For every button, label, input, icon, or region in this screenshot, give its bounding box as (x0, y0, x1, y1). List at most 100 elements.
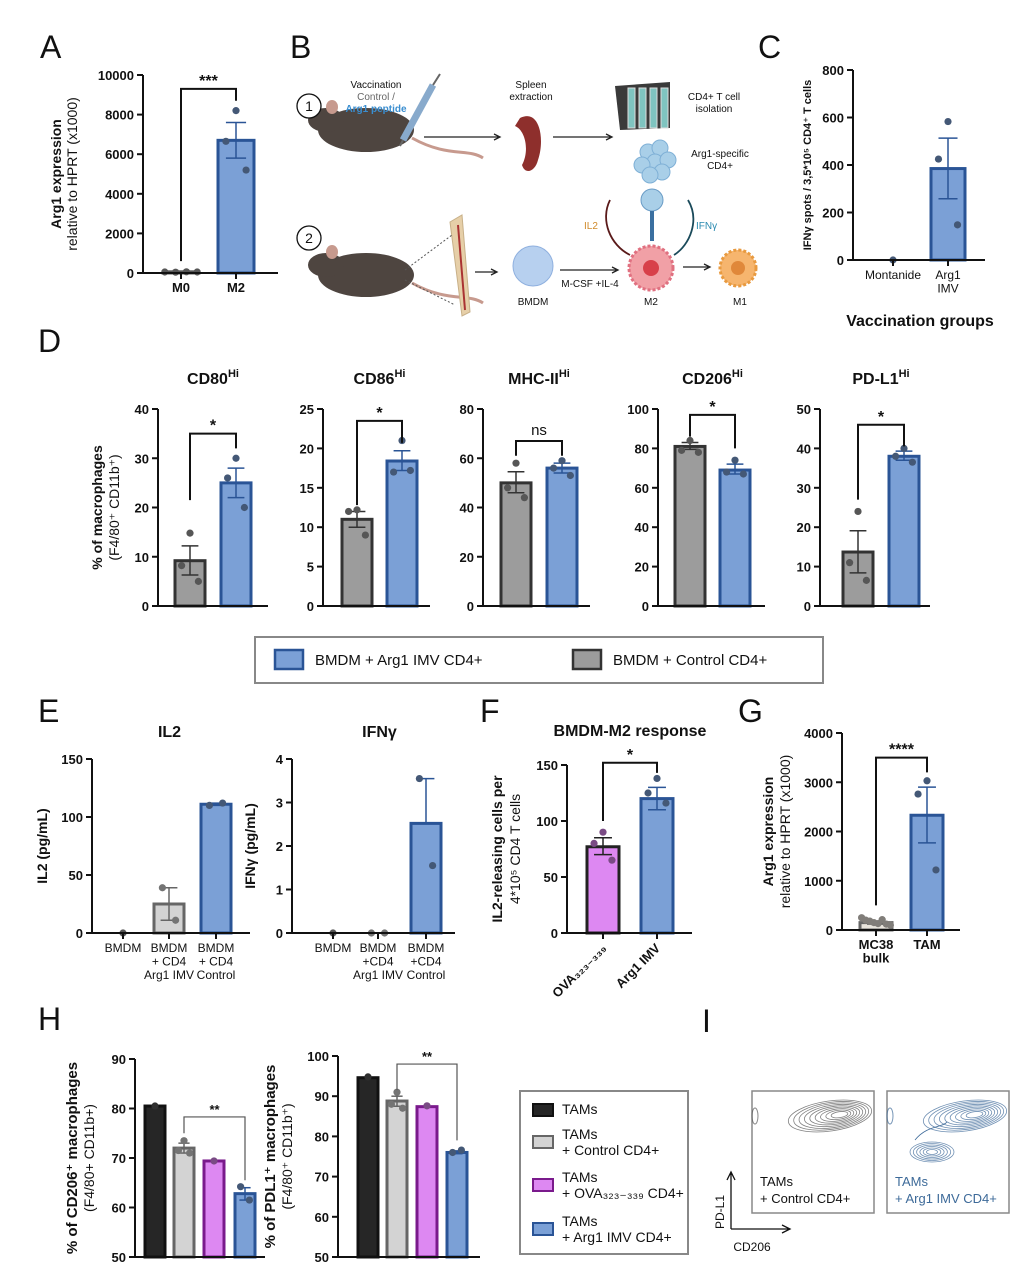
data-point (399, 1104, 407, 1112)
x-tick-label: Control (407, 968, 446, 982)
data-point (934, 155, 943, 163)
chart-title: CD80Hi (187, 368, 239, 388)
significance-bracket (857, 423, 905, 500)
significance-bracket (515, 440, 563, 456)
legend-label: TAMs (562, 1126, 598, 1142)
y-tick-label: 0 (276, 926, 283, 941)
data-point (520, 494, 529, 502)
data-point (457, 1146, 465, 1154)
bar (415, 1105, 439, 1259)
y-tick-label: 20 (135, 501, 149, 516)
contour-line (928, 1101, 1005, 1131)
chart-title-text: IFNγ (362, 724, 397, 741)
data-point (180, 1137, 188, 1145)
data-point (686, 436, 694, 445)
data-point (423, 1102, 431, 1110)
y-axis-label: 4*10⁵ CD4 T cells (507, 794, 523, 904)
chart-title: IFNγ (362, 724, 397, 741)
step-circle (296, 93, 322, 119)
bmdm-cell-icon (512, 245, 554, 287)
data-point (224, 474, 232, 482)
y-axis-label: Arg1 expression (48, 119, 64, 229)
cd4-cell-cluster-icon (633, 139, 677, 184)
x-tick-label: bulk (863, 951, 890, 966)
y-tick-label: 5 (307, 560, 314, 575)
data-point (550, 464, 558, 472)
y-axis-label: % of PDL1⁺ macrophages (262, 1065, 279, 1249)
y-tick-label: 0 (467, 599, 474, 614)
significance-bracket (396, 1063, 458, 1141)
arg1-specific-label: CD4+ (707, 161, 733, 172)
data-point (923, 777, 931, 785)
y-tick-label: 80 (635, 441, 649, 456)
y-axis-label: (F4/80⁺ CD11b⁺) (279, 1103, 295, 1209)
contour-line (825, 1109, 852, 1121)
chart-title-text: PD-L1 (852, 371, 898, 388)
y-tick-label: 10 (135, 550, 149, 565)
panel-letter-b: B (290, 29, 311, 65)
il2-label: IL2 (584, 221, 598, 232)
y-tick-label: 100 (536, 814, 558, 829)
y-tick-label: 40 (635, 520, 649, 535)
data-point (151, 1102, 159, 1110)
data-point (862, 576, 871, 584)
data-point (512, 459, 520, 467)
panel-letter-i: I (702, 1003, 711, 1039)
m1-label: M1 (733, 297, 747, 308)
bar (673, 444, 707, 608)
y-tick-label: 3 (276, 796, 283, 811)
significance-bracket (875, 756, 928, 906)
control-label: Control / (357, 92, 395, 103)
data-point (390, 468, 398, 476)
data-point (504, 484, 512, 492)
y-tick-label: 60 (635, 481, 649, 496)
y-tick-label: 30 (797, 481, 811, 496)
arrow (424, 133, 502, 141)
x-tick-label: M2 (227, 280, 245, 295)
y-axis-label: % of CD206⁺ macrophages (64, 1062, 81, 1254)
chart-a-0: 0 2000 4000 6000 8000 10000 M0 M2 Arg1 expressio… (48, 68, 278, 295)
x-tick-label: M0 (172, 280, 190, 295)
panel-letter-g: G (738, 693, 763, 729)
legend-swatch (571, 648, 603, 671)
y-axis-label: PD-L1 (713, 1195, 727, 1229)
y-axis-label: % of macrophages (89, 445, 105, 570)
data-point (205, 801, 213, 810)
x-tick-label: Control (197, 968, 236, 982)
x-tick-label: +CD4 (362, 955, 393, 969)
x-tick-label: MC38 (859, 937, 894, 952)
y-tick-label: 60 (315, 1210, 329, 1225)
data-point (194, 577, 202, 585)
legend-label: + Control CD4+ (562, 1142, 659, 1158)
chart-title-superscript: Hi (394, 368, 405, 380)
panel-letter-e: E (38, 693, 59, 729)
data-point (739, 470, 748, 478)
y-axis-label: IL2 (pg/mL) (34, 808, 50, 883)
data-point (846, 559, 854, 567)
legend-label: + Arg1 IMV CD4+ (562, 1229, 672, 1245)
data-point (178, 562, 186, 570)
y-tick-label: 70 (112, 1151, 126, 1166)
contour-line (809, 1105, 861, 1126)
contour-line (939, 1103, 999, 1128)
chart-d-5: 0 20 40 60 80 100 CD206Hi * (627, 368, 765, 614)
panel-letter-c: C (758, 29, 781, 65)
data-point (415, 774, 423, 783)
ifng-arrow (673, 199, 695, 256)
contour-plot-label: TAMs (760, 1174, 793, 1189)
legend-label: TAMs (562, 1169, 598, 1185)
bar (216, 138, 256, 275)
y-tick-label: 40 (797, 441, 811, 456)
chart-title: PD-L1Hi (852, 368, 909, 388)
data-point (590, 839, 598, 848)
legend-swatch (532, 1135, 554, 1149)
m2-label: M2 (644, 297, 658, 308)
y-tick-label: 800 (822, 63, 844, 78)
y-tick-label: 600 (822, 111, 844, 126)
x-tick-label: OVA₃₂₃₋₃₃₉ (549, 940, 609, 1000)
significance-bracket (356, 419, 403, 506)
contour-line (949, 1106, 993, 1124)
y-tick-label: 10 (797, 560, 811, 575)
contour-line (798, 1102, 867, 1129)
